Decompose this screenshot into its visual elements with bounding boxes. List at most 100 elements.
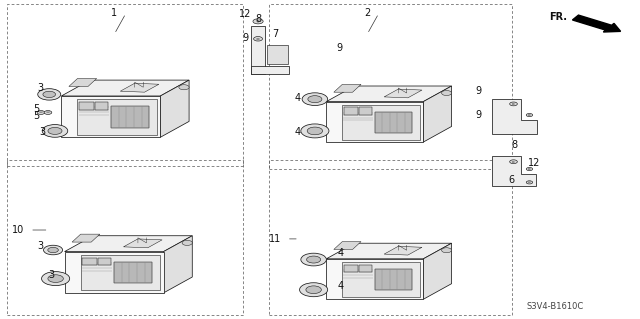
- Polygon shape: [124, 239, 162, 248]
- Circle shape: [307, 256, 321, 263]
- Polygon shape: [334, 241, 361, 249]
- Circle shape: [442, 91, 452, 95]
- Polygon shape: [424, 86, 452, 142]
- Text: 3: 3: [37, 83, 44, 93]
- Circle shape: [42, 271, 70, 286]
- Text: 12: 12: [529, 158, 541, 168]
- Text: 3: 3: [49, 271, 55, 280]
- Polygon shape: [114, 262, 152, 283]
- Circle shape: [306, 286, 321, 293]
- Polygon shape: [164, 236, 192, 293]
- Polygon shape: [69, 78, 97, 86]
- Polygon shape: [72, 234, 100, 242]
- Polygon shape: [375, 269, 412, 290]
- Polygon shape: [81, 255, 161, 290]
- Circle shape: [43, 91, 56, 98]
- Text: FR.: FR.: [549, 11, 567, 22]
- Circle shape: [38, 89, 61, 100]
- Text: 8: 8: [255, 14, 262, 24]
- Circle shape: [301, 253, 326, 266]
- FancyArrow shape: [572, 15, 621, 32]
- Polygon shape: [65, 236, 192, 252]
- Text: 5: 5: [33, 104, 39, 114]
- Polygon shape: [326, 259, 424, 299]
- Polygon shape: [384, 246, 422, 255]
- Polygon shape: [342, 105, 420, 139]
- Circle shape: [307, 127, 323, 135]
- Circle shape: [526, 114, 532, 117]
- Text: 4: 4: [294, 127, 301, 137]
- Circle shape: [509, 160, 517, 164]
- Circle shape: [526, 181, 532, 184]
- Polygon shape: [65, 252, 164, 293]
- Circle shape: [179, 85, 189, 90]
- Polygon shape: [79, 102, 93, 110]
- Text: 9: 9: [476, 86, 481, 96]
- Text: 11: 11: [269, 234, 282, 244]
- Circle shape: [48, 127, 62, 134]
- Circle shape: [300, 283, 328, 297]
- Text: S3V4-B1610C: S3V4-B1610C: [526, 302, 584, 311]
- Text: 4: 4: [337, 248, 344, 258]
- Polygon shape: [98, 258, 111, 265]
- Text: 9: 9: [242, 33, 248, 43]
- Polygon shape: [326, 101, 424, 142]
- Polygon shape: [326, 243, 452, 259]
- Polygon shape: [95, 102, 108, 110]
- Text: 5: 5: [33, 111, 39, 121]
- Circle shape: [48, 248, 58, 253]
- Polygon shape: [77, 99, 157, 135]
- Polygon shape: [61, 96, 161, 137]
- Text: 4: 4: [337, 281, 344, 291]
- Text: 6: 6: [509, 175, 515, 185]
- Circle shape: [48, 275, 63, 282]
- Polygon shape: [83, 258, 97, 265]
- Circle shape: [182, 240, 192, 245]
- Circle shape: [42, 124, 68, 137]
- Polygon shape: [120, 83, 159, 92]
- Polygon shape: [267, 45, 288, 64]
- Polygon shape: [375, 112, 412, 133]
- Bar: [269, 4, 511, 169]
- Circle shape: [44, 111, 52, 115]
- Circle shape: [253, 37, 262, 41]
- Polygon shape: [424, 243, 452, 299]
- Text: 8: 8: [511, 140, 517, 150]
- Text: 3: 3: [39, 127, 45, 137]
- Polygon shape: [326, 86, 452, 101]
- Polygon shape: [492, 156, 536, 187]
- Text: 4: 4: [294, 93, 301, 103]
- Circle shape: [302, 93, 328, 106]
- Polygon shape: [359, 265, 372, 272]
- Text: 12: 12: [239, 9, 252, 19]
- Circle shape: [442, 248, 452, 253]
- Text: 9: 9: [336, 43, 342, 53]
- Polygon shape: [251, 66, 289, 74]
- Circle shape: [301, 124, 329, 138]
- Polygon shape: [161, 80, 189, 137]
- Circle shape: [509, 102, 517, 106]
- Polygon shape: [61, 80, 189, 96]
- Bar: [269, 160, 511, 315]
- Polygon shape: [334, 85, 361, 92]
- Text: 1: 1: [111, 8, 117, 19]
- Text: 10: 10: [12, 225, 25, 235]
- Circle shape: [308, 96, 322, 103]
- Text: 9: 9: [476, 110, 481, 120]
- Circle shape: [526, 167, 532, 171]
- Circle shape: [44, 245, 63, 255]
- Polygon shape: [384, 89, 422, 98]
- Polygon shape: [251, 26, 265, 74]
- Text: 3: 3: [37, 241, 44, 251]
- Polygon shape: [344, 265, 358, 272]
- Bar: [7, 4, 243, 166]
- Polygon shape: [344, 108, 358, 115]
- Polygon shape: [111, 106, 149, 128]
- Text: 2: 2: [364, 8, 371, 19]
- Polygon shape: [342, 262, 420, 297]
- Polygon shape: [492, 99, 537, 134]
- Polygon shape: [359, 108, 372, 115]
- Text: 7: 7: [272, 29, 278, 39]
- Bar: [7, 160, 243, 315]
- Circle shape: [37, 111, 45, 115]
